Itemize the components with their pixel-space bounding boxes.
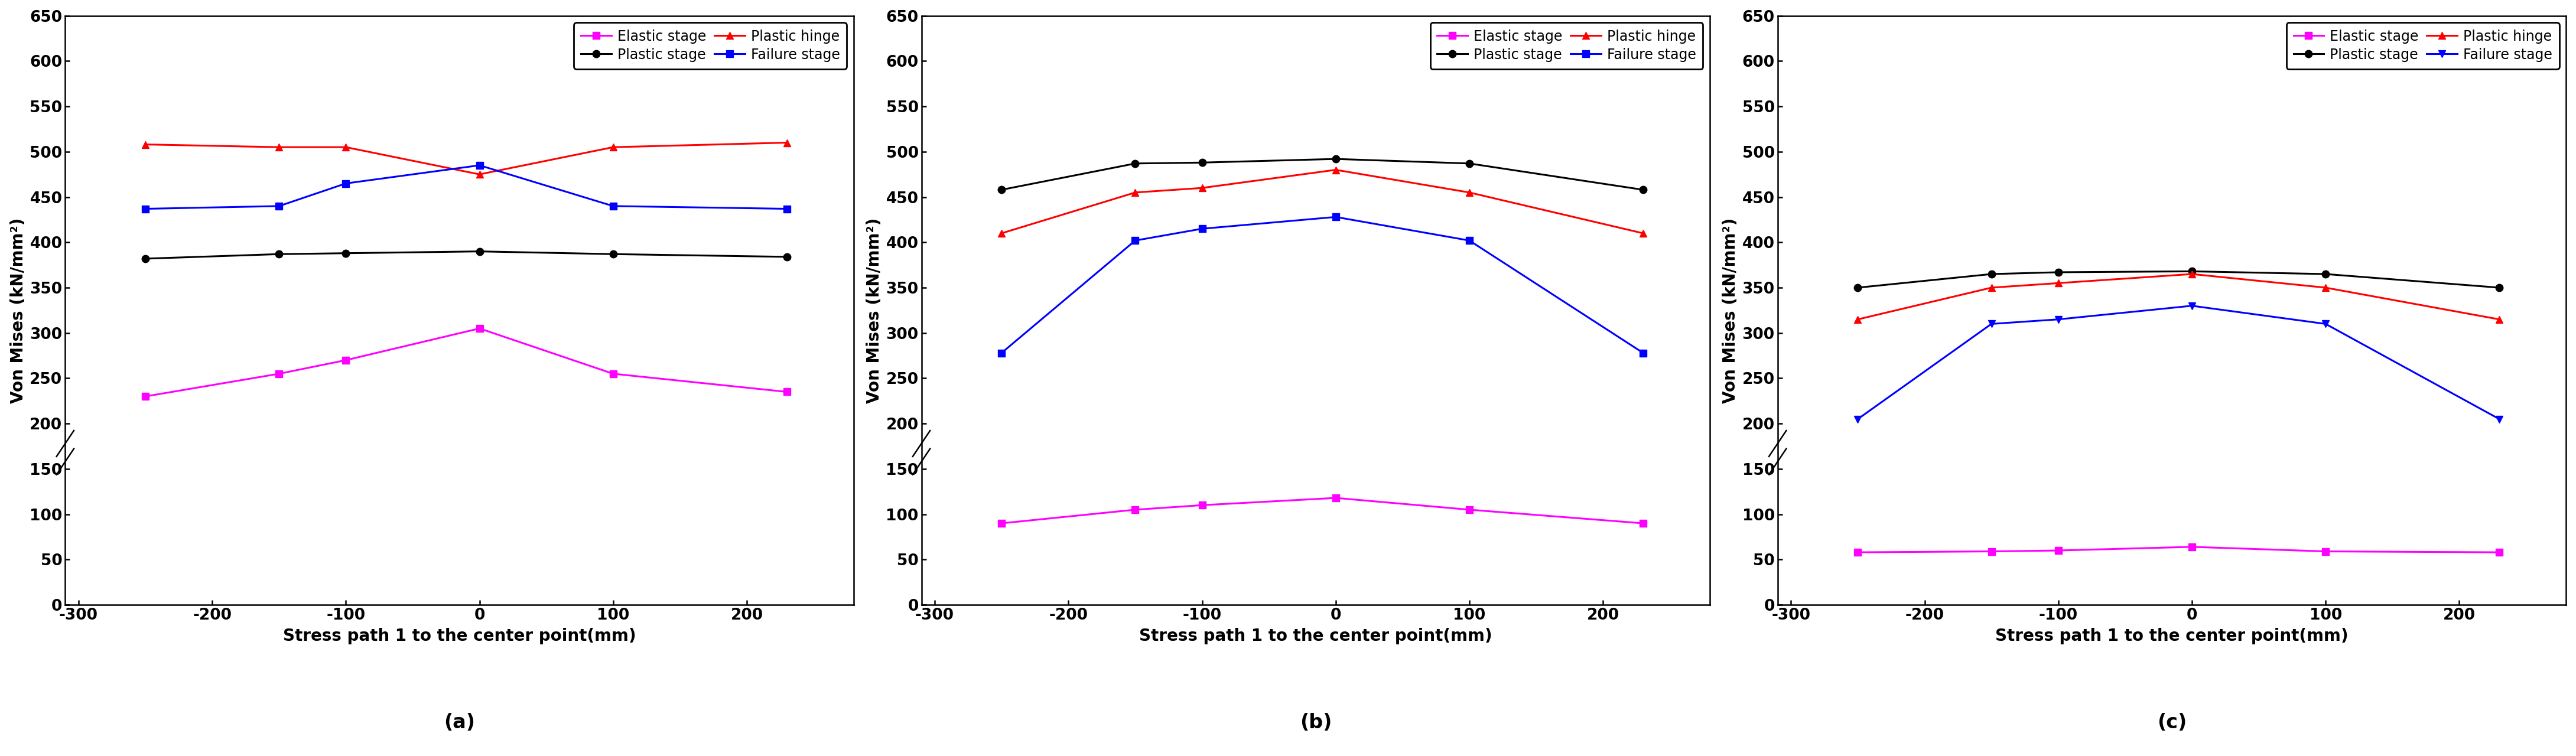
Plastic hinge xyxy=(330,143,361,152)
Line: Failure stage: Failure stage xyxy=(142,162,791,212)
Plastic hinge xyxy=(1842,314,1873,324)
Failure stage xyxy=(2043,314,2074,324)
Plastic stage xyxy=(2177,267,2208,276)
Text: (a): (a) xyxy=(443,713,474,733)
Plastic hinge xyxy=(1976,283,2007,292)
Line: Plastic hinge: Plastic hinge xyxy=(997,166,1646,237)
Failure stage xyxy=(1188,225,1218,234)
X-axis label: Stress path 1 to the center point(mm): Stress path 1 to the center point(mm) xyxy=(283,628,636,645)
Failure stage xyxy=(1453,236,1484,245)
Plastic hinge xyxy=(1121,188,1151,197)
Line: Failure stage: Failure stage xyxy=(997,213,1646,357)
Plastic hinge xyxy=(2043,278,2074,287)
Plastic stage xyxy=(2483,283,2514,292)
Plastic stage xyxy=(1188,158,1218,167)
Elastic stage xyxy=(2043,546,2074,555)
Legend: Elastic stage, Plastic stage, Plastic hinge, Failure stage: Elastic stage, Plastic stage, Plastic hi… xyxy=(1430,23,1703,70)
Failure stage xyxy=(263,202,294,211)
Failure stage xyxy=(464,161,495,170)
Line: Elastic stage: Elastic stage xyxy=(1855,543,2504,556)
Elastic stage xyxy=(598,369,629,378)
Line: Elastic stage: Elastic stage xyxy=(142,325,791,400)
Plastic stage xyxy=(1842,283,1873,292)
Plastic stage xyxy=(1121,159,1151,168)
Plastic hinge xyxy=(2177,270,2208,279)
Plastic stage xyxy=(987,185,1018,194)
Plastic hinge xyxy=(2483,314,2514,324)
Plastic hinge xyxy=(2311,283,2342,292)
Legend: Elastic stage, Plastic stage, Plastic hinge, Failure stage: Elastic stage, Plastic stage, Plastic hi… xyxy=(2287,23,2558,70)
Line: Plastic stage: Plastic stage xyxy=(1855,268,2504,291)
Elastic stage xyxy=(1842,548,1873,557)
Plastic stage xyxy=(263,249,294,259)
Failure stage xyxy=(598,202,629,211)
Line: Plastic hinge: Plastic hinge xyxy=(1855,271,2504,323)
Y-axis label: Von Mises (kN/mm²): Von Mises (kN/mm²) xyxy=(866,218,884,403)
Failure stage xyxy=(1628,349,1659,358)
Line: Plastic stage: Plastic stage xyxy=(997,155,1646,194)
Text: (c): (c) xyxy=(2156,713,2187,733)
Y-axis label: Von Mises (kN/mm²): Von Mises (kN/mm²) xyxy=(10,218,26,403)
Line: Plastic hinge: Plastic hinge xyxy=(142,139,791,178)
Plastic hinge xyxy=(263,143,294,152)
Elastic stage xyxy=(2311,547,2342,556)
Plastic stage xyxy=(2311,270,2342,279)
Plastic hinge xyxy=(987,229,1018,238)
Failure stage xyxy=(1976,319,2007,328)
Plastic stage xyxy=(1976,270,2007,279)
Failure stage xyxy=(2483,414,2514,423)
Failure stage xyxy=(987,349,1018,358)
Elastic stage xyxy=(1628,519,1659,528)
Legend: Elastic stage, Plastic stage, Plastic hinge, Failure stage: Elastic stage, Plastic stage, Plastic hi… xyxy=(574,23,848,70)
Plastic stage xyxy=(2043,268,2074,277)
Elastic stage xyxy=(330,355,361,364)
Plastic hinge xyxy=(598,143,629,152)
Line: Elastic stage: Elastic stage xyxy=(997,494,1646,527)
Plastic stage xyxy=(330,249,361,258)
Plastic hinge xyxy=(1628,229,1659,238)
Elastic stage xyxy=(1976,547,2007,556)
Plastic stage xyxy=(1453,159,1484,168)
Plastic stage xyxy=(129,254,160,263)
X-axis label: Stress path 1 to the center point(mm): Stress path 1 to the center point(mm) xyxy=(1139,628,1492,645)
Plastic hinge xyxy=(464,170,495,179)
Failure stage xyxy=(129,204,160,213)
Elastic stage xyxy=(464,324,495,333)
Elastic stage xyxy=(1188,500,1218,510)
Plastic hinge xyxy=(129,140,160,149)
Plastic stage xyxy=(598,249,629,259)
Plastic hinge xyxy=(1188,184,1218,193)
Elastic stage xyxy=(770,387,801,396)
Plastic hinge xyxy=(1453,188,1484,197)
Elastic stage xyxy=(1321,494,1352,503)
Elastic stage xyxy=(129,392,160,401)
Text: (b): (b) xyxy=(1301,713,1332,733)
Elastic stage xyxy=(1121,505,1151,514)
Plastic stage xyxy=(1628,185,1659,194)
Elastic stage xyxy=(987,519,1018,528)
Y-axis label: Von Mises (kN/mm²): Von Mises (kN/mm²) xyxy=(1723,218,1739,403)
Plastic stage xyxy=(464,247,495,256)
Line: Plastic stage: Plastic stage xyxy=(142,248,791,262)
Plastic hinge xyxy=(770,138,801,147)
Failure stage xyxy=(1121,236,1151,245)
Failure stage xyxy=(2177,301,2208,310)
Elastic stage xyxy=(263,369,294,378)
Line: Failure stage: Failure stage xyxy=(1855,302,2504,423)
Elastic stage xyxy=(2483,548,2514,557)
Plastic stage xyxy=(1321,154,1352,163)
Plastic hinge xyxy=(1321,166,1352,175)
Failure stage xyxy=(1321,212,1352,222)
Elastic stage xyxy=(1453,505,1484,514)
Failure stage xyxy=(330,179,361,188)
Failure stage xyxy=(770,204,801,213)
Failure stage xyxy=(1842,414,1873,423)
Plastic stage xyxy=(770,253,801,262)
Elastic stage xyxy=(2177,542,2208,551)
Failure stage xyxy=(2311,319,2342,328)
X-axis label: Stress path 1 to the center point(mm): Stress path 1 to the center point(mm) xyxy=(1996,628,2349,645)
